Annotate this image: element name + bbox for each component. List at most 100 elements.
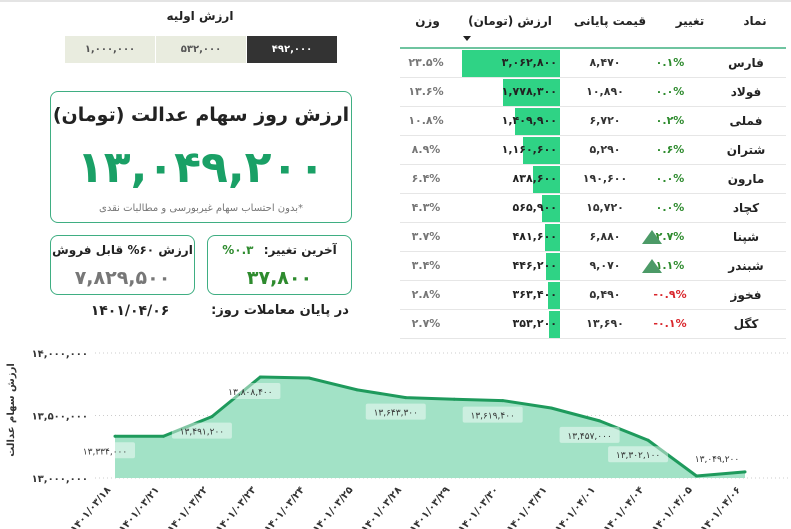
table-row[interactable]: کگل -۰.۱% ۱۳,۶۹۰ ۳۵۳,۲۰۰ ۲.۷%	[400, 310, 786, 339]
up-triangle-icon	[642, 259, 662, 273]
weight: ۱۳.۶%	[408, 85, 444, 98]
value-text: ۸۳۸,۶۰۰	[512, 172, 557, 185]
x-tick-label: ۱۴۰۱/۰۳/۲۲	[166, 485, 211, 529]
data-point[interactable]	[210, 415, 214, 419]
symbol[interactable]: کگل	[733, 317, 759, 331]
value-text: ۳,۰۶۲,۸۰۰	[501, 56, 557, 69]
data-point[interactable]	[355, 388, 359, 392]
value-bar	[545, 253, 560, 280]
data-point[interactable]	[113, 434, 117, 438]
weight: ۶.۴%	[411, 172, 441, 185]
data-label-box	[171, 422, 232, 439]
weight: ۳.۷%	[411, 230, 441, 243]
symbol[interactable]: فارس	[728, 56, 764, 70]
header-weight[interactable]: وزن	[415, 14, 440, 28]
x-tick-label: ۱۴۰۱/۰۳/۲۳	[214, 485, 259, 529]
closing-price: ۸,۴۷۰	[589, 56, 621, 69]
table-row[interactable]: مارون ۰.۰% ۱۹۰,۶۰۰ ۸۳۸,۶۰۰ ۶.۴%	[400, 165, 786, 194]
value-cell: ۱,۴۰۹,۹۰۰	[462, 107, 560, 135]
table-row[interactable]: فولاد ۰.۰% ۱۰,۸۹۰ ۱,۷۷۸,۳۰۰ ۱۳.۶%	[400, 78, 786, 107]
data-point[interactable]	[598, 419, 602, 423]
table-row[interactable]: شبندر ۱.۱% ۹,۰۷۰ ۴۴۶,۲۰۰ ۳.۴%	[400, 252, 786, 281]
data-point[interactable]	[307, 376, 311, 380]
x-tick-label: ۱۴۰۱/۰۳/۳۰	[456, 485, 501, 529]
value-cell: ۱,۷۷۸,۳۰۰	[462, 78, 560, 106]
data-point[interactable]	[743, 470, 747, 474]
table-row[interactable]: فخوز -۰.۹% ۵,۴۹۰ ۳۶۳,۴۰۰ ۲.۸%	[400, 281, 786, 310]
value-text: ۱,۱۶۰,۶۰۰	[501, 143, 557, 156]
header-price[interactable]: قیمت پایانی	[573, 14, 647, 28]
value-text: ۱,۷۷۸,۳۰۰	[501, 85, 557, 98]
up-triangle-icon	[642, 230, 662, 244]
header-change[interactable]: تغییر	[675, 14, 705, 28]
data-point[interactable]	[452, 397, 456, 401]
y-tick-label: ۱۳,۵۰۰,۰۰۰	[32, 412, 88, 423]
value-cell: ۴۴۶,۲۰۰	[462, 252, 560, 280]
change-percent: ۰.۱%	[655, 56, 685, 69]
daily-value-card: ارزش روز سهام عدالت (تومان) ۱۳,۰۴۹,۲۰۰ *…	[50, 91, 352, 223]
value-cell: ۳۶۳,۴۰۰	[462, 281, 560, 309]
change-percent: ۰.۰%	[655, 201, 685, 214]
value-bar	[522, 137, 560, 164]
x-tick-label: ۱۴۰۱/۰۳/۲۹	[408, 485, 453, 529]
sellable-value-label: ارزش ۶۰% قابل فروش	[52, 243, 193, 257]
data-point[interactable]	[646, 438, 650, 442]
symbol[interactable]: کچاد	[732, 201, 760, 215]
data-label-box	[462, 406, 523, 423]
y-tick-label: ۱۳,۰۰۰,۰۰۰	[32, 474, 88, 485]
initial-value-option-492000[interactable]: ۴۹۲,۰۰۰	[247, 36, 337, 63]
caret-down-icon[interactable]	[463, 36, 471, 41]
table-row[interactable]: کچاد ۰.۰% ۱۵,۷۲۰ ۵۶۵,۹۰۰ ۴.۳%	[400, 194, 786, 223]
value-cell: ۳,۰۶۲,۸۰۰	[462, 49, 560, 77]
value-cell: ۴۸۱,۶۰۰	[462, 223, 560, 251]
table-row[interactable]: شتران ۰.۶% ۵,۲۹۰ ۱,۱۶۰,۶۰۰ ۸.۹%	[400, 136, 786, 165]
y-axis-label: ارزش سهام عدالت	[6, 363, 17, 457]
initial-value-option-532000[interactable]: ۵۳۲,۰۰۰	[156, 36, 246, 63]
table-row[interactable]: فملی ۰.۲% ۶,۷۲۰ ۱,۴۰۹,۹۰۰ ۱۰.۸%	[400, 107, 786, 136]
data-point[interactable]	[501, 399, 505, 403]
closing-price: ۱۹۰,۶۰۰	[582, 172, 628, 185]
closing-price: ۱۵,۷۲۰	[586, 201, 624, 214]
closing-price: ۵,۲۹۰	[589, 143, 621, 156]
daily-value-note: *بدون احتساب سهام غیربورسی و مطالبات نقد…	[99, 203, 303, 214]
value-bar	[548, 311, 560, 338]
change-percent: ۰.۰%	[655, 172, 685, 185]
table-row[interactable]: شپنا ۲.۷% ۶,۸۸۰ ۴۸۱,۶۰۰ ۳.۷%	[400, 223, 786, 252]
initial-value-option-1000000[interactable]: ۱,۰۰۰,۰۰۰	[65, 36, 155, 63]
change-percent: ۲.۷%	[655, 230, 685, 243]
trading-date: ۱۴۰۱/۰۴/۰۶	[90, 303, 170, 319]
closing-price: ۶,۷۲۰	[589, 114, 621, 127]
header-value[interactable]: ارزش (تومان)	[468, 14, 552, 28]
data-point[interactable]	[695, 474, 699, 478]
closing-price: ۵,۴۹۰	[589, 288, 621, 301]
closing-price: ۹,۰۷۰	[589, 259, 621, 272]
data-point[interactable]	[404, 396, 408, 400]
change-percent: ۱.۱%	[655, 259, 685, 272]
header-symbol[interactable]: نماد	[743, 14, 767, 28]
data-point[interactable]	[549, 406, 553, 410]
symbol[interactable]: مارون	[727, 172, 765, 186]
data-point[interactable]	[258, 375, 262, 379]
table-row[interactable]: فارس ۰.۱% ۸,۴۷۰ ۳,۰۶۲,۸۰۰ ۲۳.۵%	[400, 49, 786, 78]
symbol[interactable]: شتران	[726, 143, 766, 157]
trading-date-label: در پایان معاملات روز:	[211, 303, 349, 318]
symbol[interactable]: شپنا	[732, 230, 760, 244]
weight: ۸.۹%	[411, 143, 441, 156]
value-history-chart: ۱۳,۰۰۰,۰۰۰ ۱۳,۵۰۰,۰۰۰ ۱۴,۰۰۰,۰۰۰ ارزش سهام…	[6, 349, 791, 529]
closing-price: ۱۳,۶۹۰	[586, 317, 624, 330]
value-text: ۴۴۶,۲۰۰	[512, 259, 557, 272]
y-tick-label: ۱۴,۰۰۰,۰۰۰	[32, 349, 88, 360]
weight: ۲.۷%	[411, 317, 441, 330]
change-percent: -۰.۹%	[653, 288, 687, 301]
data-point[interactable]	[161, 434, 165, 438]
x-tick-label: ۱۴۰۱/۰۳/۱۸	[69, 485, 114, 529]
symbol[interactable]: شبندر	[728, 259, 764, 273]
symbol[interactable]: فولاد	[730, 85, 762, 99]
last-change-label: آخرین تغییر:	[263, 243, 337, 257]
symbol[interactable]: فخوز	[730, 288, 762, 302]
weight: ۲۳.۵%	[408, 56, 444, 69]
value-text: ۳۶۳,۴۰۰	[512, 288, 557, 301]
symbol[interactable]: فملی	[729, 114, 763, 128]
closing-price: ۶,۸۸۰	[589, 230, 621, 243]
data-label-box	[220, 382, 281, 399]
